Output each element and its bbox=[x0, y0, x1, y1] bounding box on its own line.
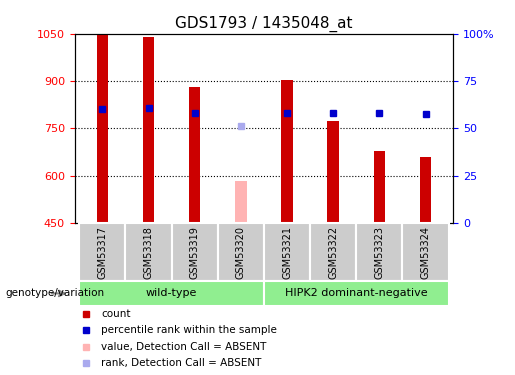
Bar bbox=[97, 35, 108, 223]
Bar bbox=[310, 223, 356, 281]
Bar bbox=[328, 120, 339, 223]
Bar bbox=[79, 223, 126, 281]
Text: count: count bbox=[101, 309, 131, 319]
Text: wild-type: wild-type bbox=[146, 288, 197, 298]
Text: GSM53321: GSM53321 bbox=[282, 226, 292, 279]
Text: percentile rank within the sample: percentile rank within the sample bbox=[101, 325, 277, 335]
Bar bbox=[281, 80, 293, 223]
Bar bbox=[171, 223, 218, 281]
Bar bbox=[143, 37, 154, 223]
Text: GSM53322: GSM53322 bbox=[328, 226, 338, 279]
Bar bbox=[126, 223, 171, 281]
Bar bbox=[218, 223, 264, 281]
Text: GSM53323: GSM53323 bbox=[374, 226, 384, 279]
Text: genotype/variation: genotype/variation bbox=[5, 288, 104, 298]
Text: GSM53319: GSM53319 bbox=[190, 226, 200, 279]
Text: GSM53318: GSM53318 bbox=[144, 226, 153, 279]
Title: GDS1793 / 1435048_at: GDS1793 / 1435048_at bbox=[175, 16, 353, 32]
Bar bbox=[79, 281, 264, 306]
Text: rank, Detection Call = ABSENT: rank, Detection Call = ABSENT bbox=[101, 358, 262, 368]
Text: GSM53317: GSM53317 bbox=[97, 226, 107, 279]
Text: GSM53324: GSM53324 bbox=[421, 226, 431, 279]
Text: value, Detection Call = ABSENT: value, Detection Call = ABSENT bbox=[101, 342, 267, 352]
Bar bbox=[189, 87, 200, 223]
Text: GSM53320: GSM53320 bbox=[236, 226, 246, 279]
Bar bbox=[264, 223, 310, 281]
Bar bbox=[356, 223, 402, 281]
Bar bbox=[264, 281, 449, 306]
Bar bbox=[402, 223, 449, 281]
Text: HIPK2 dominant-negative: HIPK2 dominant-negative bbox=[285, 288, 427, 298]
Bar bbox=[420, 157, 431, 223]
Bar bbox=[373, 150, 385, 223]
Bar bbox=[235, 180, 247, 223]
